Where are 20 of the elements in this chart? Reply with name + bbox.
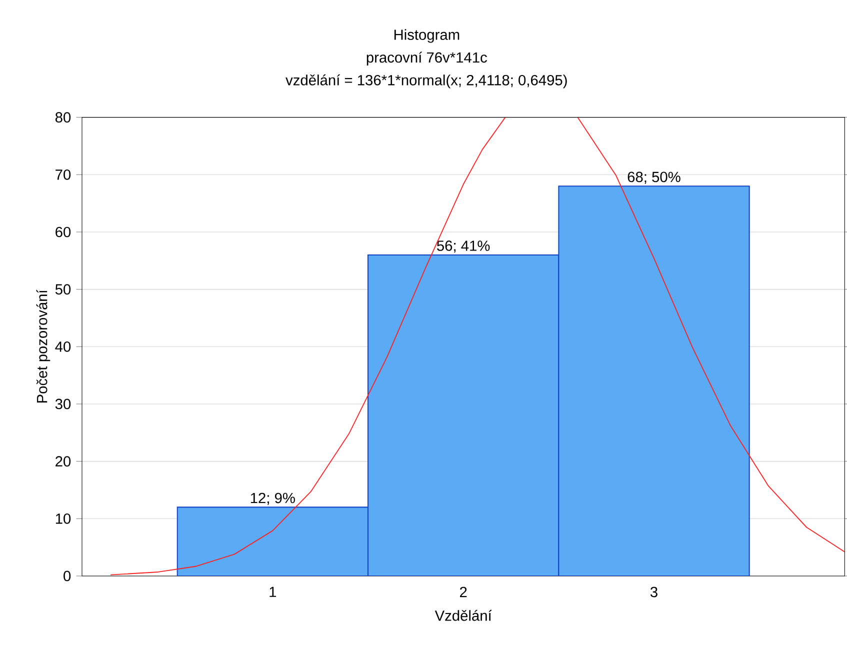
y-tick-label: 60 bbox=[56, 226, 71, 238]
y-axis-title: Počet pozorování bbox=[36, 290, 50, 403]
x-tick-label: 2 bbox=[460, 586, 467, 598]
x-tick-label: 3 bbox=[650, 586, 658, 598]
chart-subtitle: pracovní 76v*141c bbox=[366, 52, 487, 66]
y-tick-label: 30 bbox=[55, 398, 71, 410]
y-tick-label: 20 bbox=[56, 456, 71, 467]
y-tick-label: 0 bbox=[64, 570, 71, 582]
x-tick-label: 1 bbox=[270, 586, 276, 597]
data-label: 68; 50% bbox=[628, 172, 680, 184]
y-tick-label: 70 bbox=[56, 169, 71, 180]
y-tick-label: 40 bbox=[55, 341, 71, 352]
y-tick-label: 80 bbox=[55, 112, 71, 123]
x-axis-title: Vzdělání bbox=[434, 610, 492, 621]
data-label: 12; 9% bbox=[250, 492, 295, 505]
y-tick-label: 10 bbox=[56, 513, 71, 524]
text: vzdělání = 136*1*normal(x; 2,4118; 0,6495) bbox=[286, 74, 567, 88]
y-tick-label: 50 bbox=[55, 284, 71, 295]
data-label: 56; 41% bbox=[437, 240, 490, 253]
chart-title: Histogram bbox=[394, 29, 460, 43]
